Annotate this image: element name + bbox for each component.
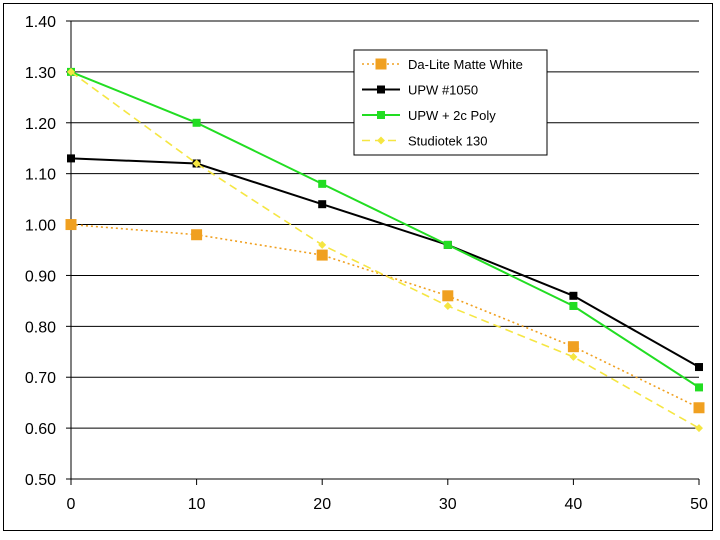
y-tick-label: 0.50 (25, 472, 56, 489)
legend-marker (377, 85, 385, 94)
series-line (70, 157, 700, 368)
y-tick-label: 0.60 (25, 421, 56, 438)
y-tick-label: 1.20 (25, 116, 56, 133)
data-point (569, 291, 578, 300)
data-point (192, 118, 201, 127)
data-point (569, 352, 578, 361)
x-tick-label: 10 (188, 496, 206, 513)
data-point (192, 159, 201, 168)
data-point (67, 67, 75, 76)
legend-marker (377, 136, 385, 145)
data-point (695, 363, 703, 372)
series-1 (65, 219, 705, 414)
series-2 (67, 154, 703, 372)
data-point (318, 200, 327, 209)
y-tick-label: 1.10 (25, 167, 56, 184)
data-point (191, 229, 203, 241)
legend-entry: Studiotek 130 (362, 134, 488, 149)
data-point (318, 179, 327, 188)
legend-label: Studiotek 130 (408, 134, 488, 149)
x-tick-label: 0 (67, 496, 76, 513)
series-line (70, 223, 700, 409)
y-tick-label: 1.30 (25, 65, 56, 82)
x-tick-label: 30 (439, 496, 457, 513)
data-point (693, 402, 705, 414)
data-point (695, 383, 703, 392)
data-point (67, 154, 75, 163)
legend-label: UPW #1050 (408, 83, 478, 98)
legend-entry: UPW #1050 (362, 83, 478, 98)
y-tick-label: 1.00 (25, 218, 56, 235)
legend: Da-Lite Matte White UPW #1050 UPW + 2c Pol… (353, 49, 548, 156)
data-point (65, 219, 77, 231)
data-point (567, 341, 579, 353)
legend-marker (377, 111, 385, 119)
x-tick-label: 40 (565, 496, 583, 513)
y-tick-labels: 0.50 0.60 0.70 0.80 0.90 1.00 1.10 1.20 1.30 1.40 (25, 14, 56, 489)
legend-label: UPW + 2c Poly (408, 108, 496, 123)
y-tick-label: 0.90 (25, 268, 56, 285)
data-point (318, 240, 327, 249)
legend-label: Da-Lite Matte White (408, 57, 523, 72)
x-tick-labels: 0 10 20 30 40 50 (67, 496, 708, 513)
y-tick-label: 0.70 (25, 370, 56, 387)
x-tick-label: 50 (690, 496, 708, 513)
data-point (316, 249, 328, 261)
series-4 (67, 67, 703, 433)
legend-marker (375, 58, 387, 70)
data-point (569, 301, 578, 310)
legend-entry: Da-Lite Matte White (362, 57, 523, 72)
data-point (695, 424, 703, 433)
y-tick-label: 1.40 (25, 14, 56, 31)
data-point (443, 240, 452, 249)
series-line (70, 71, 700, 429)
data-point (443, 301, 452, 310)
series-line (70, 70, 700, 389)
series-group (65, 67, 705, 433)
legend-entry: UPW + 2c Poly (362, 108, 496, 123)
y-tick-label: 0.80 (25, 319, 56, 336)
x-tick-label: 20 (313, 496, 331, 513)
data-point (442, 290, 454, 302)
